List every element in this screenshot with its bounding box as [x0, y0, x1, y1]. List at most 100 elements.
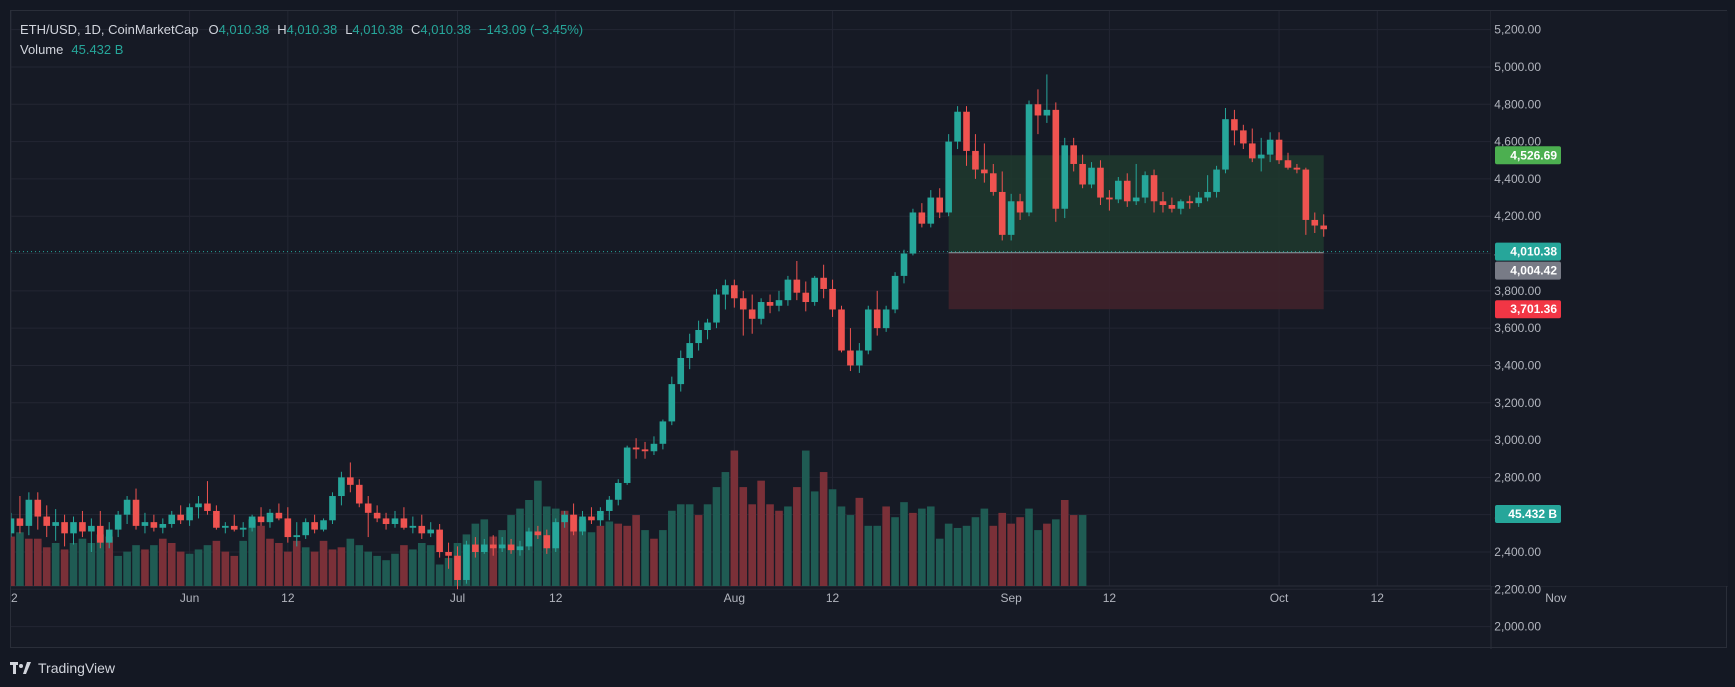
time-axis-tick-label: 12 — [826, 591, 840, 605]
volume-bar — [16, 532, 24, 586]
price-axis-tick-label: 3,800.00 — [1494, 284, 1541, 298]
volume-label[interactable]: Volume — [20, 42, 64, 57]
volume-bar — [33, 538, 42, 586]
volume-price-tag: 45.432 B — [1508, 507, 1557, 521]
candle-body — [847, 350, 854, 366]
volume-bar — [78, 538, 87, 586]
close-label: C — [411, 22, 421, 37]
candle-body — [132, 499, 140, 526]
volume-bar — [578, 519, 587, 586]
price-axis-tick-label: 5,000.00 — [1494, 60, 1541, 74]
candlestick-series — [11, 74, 1491, 590]
candle-body — [632, 447, 640, 450]
volume-bar — [909, 512, 917, 586]
volume-bar — [159, 538, 167, 586]
candle-body — [918, 212, 926, 224]
candle-body — [606, 499, 613, 511]
candle-body — [829, 288, 836, 310]
time-axis-tick-label: 12 — [281, 591, 295, 605]
candle-body — [695, 330, 702, 344]
volume-bar — [962, 525, 971, 586]
candle-body — [820, 277, 827, 289]
candle-body — [177, 514, 184, 521]
candle-body — [347, 477, 354, 485]
candle-body — [838, 309, 845, 351]
candle-body — [766, 302, 774, 306]
candle-body — [802, 292, 810, 303]
candle-body — [213, 510, 220, 528]
candle-body — [338, 477, 345, 497]
volume-bar — [819, 472, 828, 586]
candle-body — [525, 531, 533, 547]
candle-body — [105, 529, 113, 543]
volume-bar — [257, 525, 265, 586]
candle-body — [981, 169, 988, 174]
tradingview-logo-icon[interactable] — [10, 662, 32, 674]
low-value: 4,010.38 — [352, 22, 404, 37]
candle-body — [489, 544, 497, 549]
price-axis-tick-label: 4,200.00 — [1494, 209, 1541, 223]
price-tags: 4,526.69 4,010.38 4,004.42 3,701.36 45.432 B — [1495, 146, 1561, 523]
candle-body — [1257, 154, 1265, 159]
volume-bar — [980, 508, 989, 586]
volume-bar — [11, 536, 15, 586]
candle-body — [34, 499, 42, 517]
candle-body — [1106, 197, 1113, 200]
candle-body — [543, 535, 551, 549]
candle-body — [150, 522, 158, 528]
volume-bar — [694, 515, 703, 586]
volume-bar — [569, 515, 578, 586]
volume-bar — [284, 551, 292, 586]
volume-bar — [355, 545, 364, 586]
volume-bar — [971, 517, 980, 586]
candle-body — [1088, 167, 1095, 185]
candle-body — [722, 285, 729, 295]
volume-bar — [846, 515, 855, 586]
candle-body — [284, 518, 292, 538]
candle-body — [561, 514, 568, 523]
candle-body — [1061, 145, 1069, 209]
candle-body — [641, 449, 649, 452]
volume-bar — [123, 551, 131, 586]
candle-body — [320, 520, 327, 530]
price-chart[interactable]: 5,200.00 5,000.00 4,800.00 4,600.00 4,400.00… — [11, 11, 1728, 649]
target-price-tag: 4,526.69 — [1510, 148, 1557, 162]
candle-body — [891, 275, 899, 310]
entry-price-tag: 4,004.42 — [1510, 264, 1557, 278]
tradingview-brand[interactable]: TradingView — [38, 660, 116, 676]
time-axis-tick-label: 12 — [1371, 591, 1385, 605]
price-axis[interactable]: 5,200.00 5,000.00 4,800.00 4,600.00 4,400.00… — [1491, 11, 1728, 634]
price-axis-tick-label: 4,600.00 — [1494, 135, 1541, 149]
volume-bar — [364, 551, 372, 586]
low-label: L — [345, 22, 353, 37]
time-axis-tick-label: Oct — [1270, 591, 1289, 605]
symbol-label[interactable]: ETH/USD, 1D, CoinMarketCap — [20, 22, 199, 37]
candle-body — [713, 294, 720, 323]
volume-bar — [292, 540, 301, 586]
volume-bar — [194, 549, 203, 586]
candle-body — [1115, 180, 1122, 200]
chart-pane[interactable]: 5,200.00 5,000.00 4,800.00 4,600.00 4,400.00… — [10, 10, 1728, 649]
candle-body — [954, 111, 961, 142]
volume-bar — [1060, 500, 1069, 586]
volume-bar — [560, 510, 569, 586]
candle-body — [1186, 201, 1194, 204]
candle-body — [864, 309, 872, 351]
volume-bar — [310, 551, 319, 586]
candle-body — [1231, 119, 1238, 131]
volume-bar — [337, 547, 346, 586]
candle-body — [195, 503, 202, 508]
candle-body — [1284, 160, 1292, 168]
volume-bar — [1034, 530, 1042, 586]
change-value: −143.09 (−3.45%) — [479, 22, 584, 37]
candle-body — [1195, 197, 1202, 204]
volume-bar — [185, 553, 194, 586]
candle-body — [123, 499, 131, 515]
candle-body — [784, 279, 792, 301]
candle-body — [1079, 163, 1086, 185]
candle-body — [302, 522, 309, 536]
open-value: 4,010.38 — [218, 22, 270, 37]
candle-body — [230, 525, 238, 530]
candle-body — [748, 309, 756, 319]
time-axis[interactable]: 12 Jun 12 Jul 12 Aug 12 Sep 12 Oct 12 Nov — [11, 591, 1567, 605]
